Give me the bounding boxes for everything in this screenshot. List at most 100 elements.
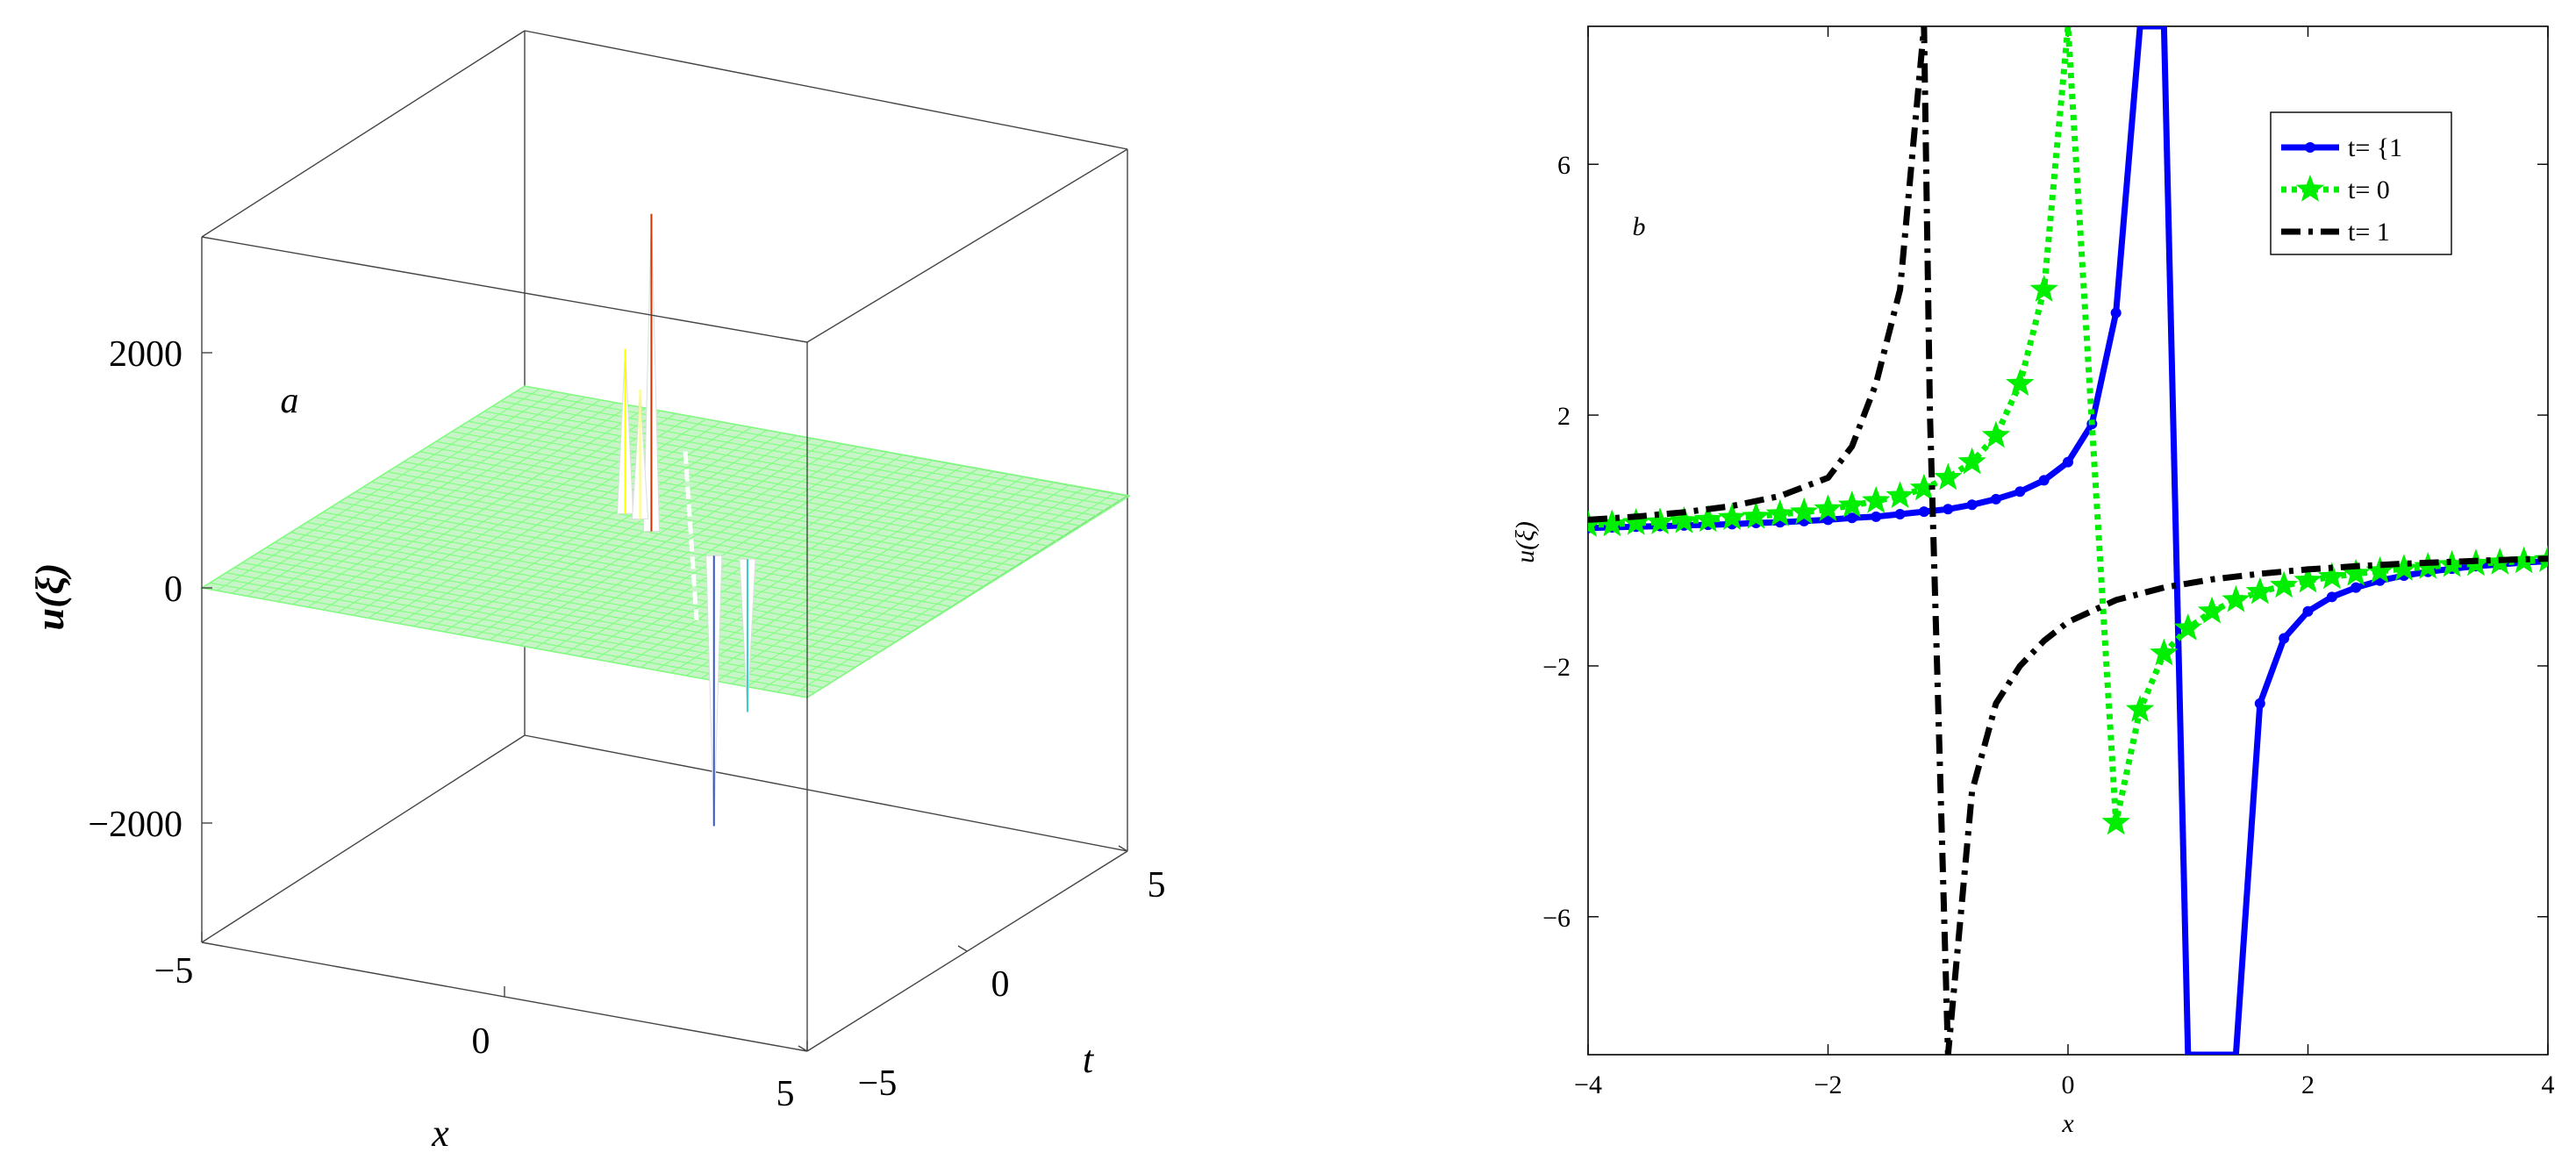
x-tick-label: −4 <box>1574 1070 1602 1099</box>
panel-b-series <box>1588 26 2548 1055</box>
surface-grid-line <box>534 446 858 649</box>
z-tick-label: 0 <box>164 569 182 610</box>
surface-grid-line <box>640 465 964 669</box>
surface-grid-line <box>610 459 934 662</box>
surface-grid-line <box>519 443 843 647</box>
x-tick-label: −5 <box>154 951 194 992</box>
z-tick-label: −2000 <box>88 805 182 845</box>
surface-grid-line <box>362 486 970 598</box>
legend-item: t= 0 <box>2281 175 2390 204</box>
surface-spikes <box>617 213 756 827</box>
data-point <box>2279 633 2290 644</box>
data-point <box>2101 807 2130 835</box>
x-axis-label: x <box>2061 1109 2074 1138</box>
x-tick-label: −2 <box>1814 1070 1843 1099</box>
data-point <box>2509 546 2538 574</box>
data-point <box>2342 558 2371 586</box>
data-point <box>1621 508 1650 535</box>
legend-box <box>2270 111 2452 255</box>
panel-a-tick-labels: 2000 0 −2000 −5 0 5 −5 0 5 <box>88 334 1165 1114</box>
surface-grid-line <box>579 454 904 657</box>
y-tick-label: −6 <box>1542 904 1571 933</box>
data-point <box>2389 554 2419 581</box>
z-tick-label: 2000 <box>109 334 182 375</box>
surface-grid-line <box>419 451 1026 562</box>
surface-grid-line <box>411 455 1018 568</box>
panel-a-ticks <box>201 352 1128 1052</box>
surface-grid-line <box>395 466 1001 577</box>
t-axis-label: t <box>1083 1038 1095 1081</box>
legend-marker <box>2305 142 2315 153</box>
surface-grid-line <box>443 435 1050 548</box>
data-point <box>1693 505 1722 533</box>
y-tick-label: 2 <box>1557 402 1571 431</box>
surface-grid-line <box>427 446 1034 557</box>
data-point <box>1862 486 1891 513</box>
data-point <box>2351 582 2362 593</box>
panel-b-tick-labels: −4 −2 0 2 4 −6 −2 2 6 <box>1542 151 2554 1099</box>
data-point <box>1717 503 1747 530</box>
panel-a-3d-surface: 2000 0 −2000 −5 0 5 −5 0 5 x t u(ξ) a <box>27 30 1166 1155</box>
data-point <box>1742 501 1771 529</box>
surface-grid-line <box>500 400 1106 512</box>
data-point <box>2125 695 2155 722</box>
data-point <box>2293 565 2322 593</box>
data-point <box>1846 512 1857 524</box>
surface-grid-line <box>746 483 1070 688</box>
data-point <box>2029 275 2058 302</box>
legend-label: t= {1 <box>2348 133 2402 162</box>
series-line <box>1588 26 2548 827</box>
surface-grid-line <box>564 451 889 655</box>
legend-item: t= 1 <box>2281 218 2390 247</box>
surface-grid-line <box>806 495 1131 698</box>
t-tick-label: −5 <box>858 1063 898 1104</box>
data-point <box>2365 556 2394 584</box>
x-tick-label: 4 <box>2542 1070 2555 1099</box>
data-point <box>2173 613 2202 641</box>
series-line <box>1588 26 2548 1055</box>
surface-grid-line <box>670 470 995 674</box>
data-point <box>2014 486 2026 498</box>
data-point <box>2326 591 2337 603</box>
surface-grid-line <box>776 490 1100 693</box>
surface-grid-line <box>452 431 1058 542</box>
data-point <box>1894 508 1906 519</box>
surface-grid-line <box>731 481 1055 684</box>
surface-grid-line <box>476 415 1082 527</box>
surface-grid-line <box>549 448 874 652</box>
surface-grid-line <box>371 481 977 592</box>
surface-grid-line <box>716 478 1040 682</box>
surface-grid-line <box>625 462 949 666</box>
data-point <box>1957 447 1986 475</box>
x-tick-label: 2 <box>2301 1070 2315 1099</box>
panel-b-ticks <box>1587 26 2549 1055</box>
surface-grid-line <box>685 473 1010 677</box>
data-point <box>1981 420 2011 448</box>
x-tick-label: 5 <box>776 1074 795 1114</box>
data-point <box>1822 514 1834 526</box>
data-point <box>2222 584 2250 612</box>
data-point <box>1934 462 1963 490</box>
data-point <box>1645 507 1675 534</box>
data-point <box>2197 596 2227 624</box>
surface-grid-line <box>460 426 1066 537</box>
data-point <box>1885 481 1914 508</box>
y-axis-label: u(ξ) <box>1511 521 1540 563</box>
x-tick-label: 0 <box>2062 1070 2075 1099</box>
t-tick-label: 5 <box>1148 865 1166 906</box>
data-point <box>1598 509 1627 537</box>
legend-item: t= {1 <box>2281 133 2402 162</box>
data-point <box>1871 511 1882 522</box>
y-tick-label: −2 <box>1542 653 1571 682</box>
data-point <box>1790 497 1819 525</box>
data-point <box>1765 499 1794 526</box>
data-point <box>1918 506 1929 518</box>
legend-label: t= 1 <box>2348 218 2390 247</box>
panel-a-axis-labels: x t u(ξ) a <box>27 381 1095 1155</box>
surface-grid-line <box>403 461 1010 572</box>
z-axis-label: u(ξ) <box>27 563 72 631</box>
x-axis-label: x <box>431 1112 449 1155</box>
data-point <box>2270 570 2299 598</box>
data-point <box>2150 638 2179 666</box>
